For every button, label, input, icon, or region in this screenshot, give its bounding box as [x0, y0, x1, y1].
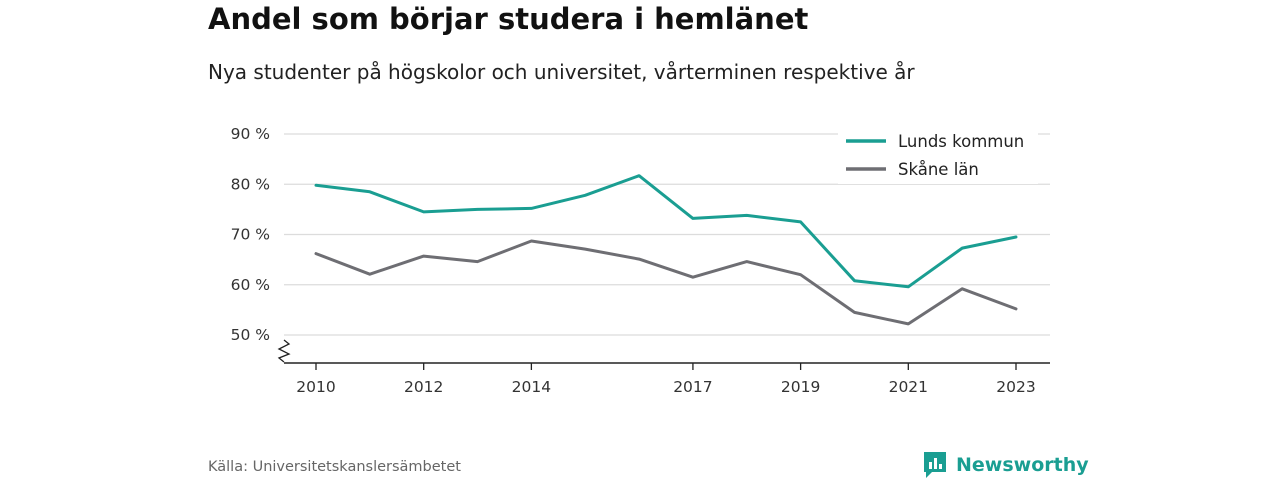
series-lines — [314, 174, 1018, 326]
legend: Lunds kommun Skåne län — [838, 124, 1038, 184]
y-tick-label: 60 % — [231, 276, 270, 294]
x-tick-label: 2023 — [996, 378, 1035, 396]
series-line-0 — [314, 174, 1018, 289]
y-tick-label: 70 % — [231, 226, 270, 244]
x-axis — [277, 339, 1050, 364]
chart-subtitle: Nya studenter på högskolor och universit… — [208, 60, 915, 84]
brand-logo: Newsworthy — [922, 450, 1089, 480]
x-tick-label: 2010 — [296, 378, 335, 396]
x-tick-label: 2014 — [512, 378, 551, 396]
x-tick-label: 2012 — [404, 378, 443, 396]
y-tick-label: 90 % — [231, 125, 270, 143]
x-tick-label: 2017 — [673, 378, 712, 396]
legend-label-1: Skåne län — [898, 160, 979, 179]
x-tick-label: 2019 — [781, 378, 820, 396]
legend-label-0: Lunds kommun — [898, 132, 1024, 151]
y-axis-ticks: 90 % 80 % 70 % 60 % 50 % — [231, 125, 270, 344]
chart-title: Andel som börjar studera i hemlänet — [208, 2, 809, 36]
x-axis-ticks: 2010 2012 2014 2017 2019 2021 2023 — [296, 363, 1036, 396]
x-tick-label: 2021 — [889, 378, 928, 396]
axis-break-icon — [277, 339, 291, 363]
y-tick-label: 80 % — [231, 175, 270, 193]
source-note: Källa: Universitetskanslersämbetet — [208, 459, 461, 475]
grid-lines — [284, 133, 1050, 336]
y-tick-label: 50 % — [231, 326, 270, 344]
series-line-1 — [314, 239, 1018, 326]
brand-name: Newsworthy — [956, 454, 1089, 476]
newsworthy-logo-icon — [924, 452, 946, 478]
legend-background — [838, 124, 1038, 184]
